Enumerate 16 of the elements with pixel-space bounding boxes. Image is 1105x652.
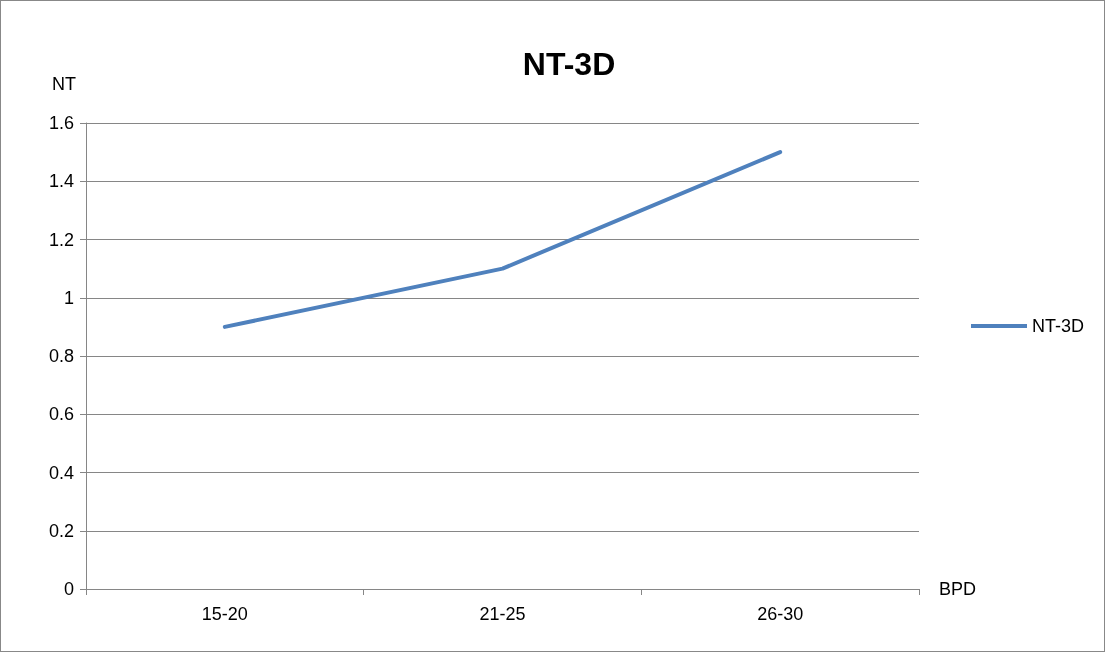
y-tick-label: 1.6	[48, 113, 74, 133]
chart-title: NT-3D	[522, 46, 616, 82]
y-tick-label: 1	[63, 287, 74, 308]
legend-label: NT-3D	[1032, 316, 1085, 336]
y-tick-label: 1.4	[48, 171, 74, 192]
x-tick-label: 26-30	[757, 604, 804, 624]
x-tick-label: 15-20	[201, 604, 248, 624]
y-tick-label: 1.2	[48, 229, 74, 250]
y-tick-label: 0.8	[48, 346, 74, 366]
y-tick-label: 0.2	[48, 520, 74, 541]
x-tick-label: 21-25	[479, 604, 526, 624]
x-axis-title: BPD	[939, 579, 977, 599]
y-tick-label: 0.6	[48, 404, 74, 425]
y-axis-title: NT	[52, 74, 76, 94]
y-tick-label: 0.4	[48, 462, 74, 483]
y-tick-label: 0	[63, 579, 74, 599]
